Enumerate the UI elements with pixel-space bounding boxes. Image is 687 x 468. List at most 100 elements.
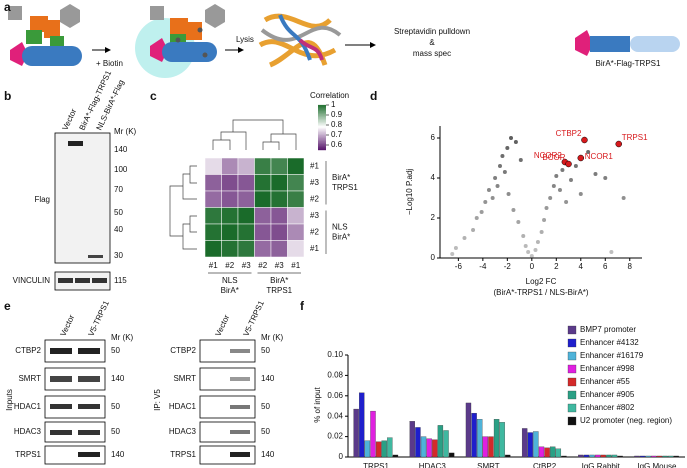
point: [568, 178, 573, 182]
point: [529, 254, 534, 258]
group-label: NLS: [332, 222, 348, 231]
heatmap-cell: [221, 157, 239, 175]
y-tick-label: 4: [431, 173, 436, 182]
heatmap-cell: [237, 157, 255, 175]
bar: [364, 440, 371, 458]
bar: [359, 392, 365, 458]
bar: [426, 438, 432, 458]
bar: [634, 455, 640, 458]
point-label: NCOR2: [534, 151, 563, 160]
point: [493, 176, 498, 180]
panel-letter: c: [150, 89, 157, 103]
marker-label: 115: [114, 276, 127, 285]
colorbar: [318, 122, 326, 125]
x-tick-label: 8: [628, 262, 633, 271]
group-label: BirA*: [332, 232, 350, 241]
heatmap-cell: [221, 190, 239, 208]
bar: [493, 419, 500, 458]
bar: [381, 440, 387, 458]
bar: [589, 454, 595, 458]
point: [453, 246, 458, 250]
legend-swatch: [567, 390, 577, 400]
colorbar: [318, 104, 326, 107]
bar: [370, 410, 376, 458]
colorbar-tick-label: 0.7: [331, 130, 343, 139]
legend-swatch: [567, 351, 577, 361]
colorbar: [318, 110, 326, 113]
point-label: BCOR: [542, 153, 565, 162]
bar: [606, 454, 612, 458]
bar: [668, 455, 674, 458]
heatmap-cell: [204, 157, 222, 175]
x-tick-label: -4: [479, 262, 487, 271]
heatmap-cell: [237, 223, 255, 241]
bar: [353, 408, 359, 458]
x-tick-label: IgG Mouse: [637, 462, 677, 468]
point: [560, 168, 565, 172]
label: &: [429, 38, 435, 47]
marker-label: 30: [114, 251, 123, 260]
label: Inputs: [5, 389, 14, 411]
row-label: #3: [310, 211, 319, 220]
bar: [488, 436, 494, 458]
point: [506, 192, 511, 196]
colorbar: [318, 124, 326, 127]
point-label: CTBP2: [556, 129, 582, 138]
point: [450, 252, 455, 256]
heatmap-cell: [287, 223, 305, 241]
marker-label: 50: [111, 402, 120, 411]
colorbar: [318, 131, 326, 134]
heatmap-cell: [254, 223, 272, 241]
marker-label: 100: [114, 165, 128, 174]
legend-label: U2 promoter (neg. region): [580, 416, 672, 425]
y-tick-label: 0.06: [327, 391, 343, 400]
point: [474, 216, 479, 220]
heatmap-cell: [221, 174, 239, 192]
point: [586, 150, 591, 154]
bar: [651, 455, 657, 458]
bar: [415, 427, 421, 458]
bar: [533, 431, 539, 458]
heatmap-cell: [270, 174, 288, 192]
panel-letter: d: [370, 89, 377, 103]
lane-label: V5-TRPS1: [87, 299, 112, 338]
point: [548, 196, 553, 200]
column-label: #3: [242, 261, 251, 270]
colorbar: [318, 106, 326, 109]
label: Mr (K): [111, 333, 134, 342]
y-tick-label: 0.02: [327, 432, 343, 441]
colorbar-tick-label: 0.8: [331, 120, 343, 129]
highlight-point: [577, 154, 585, 162]
label: Lysis: [236, 35, 254, 44]
colorbar: [318, 140, 326, 143]
heatmap-cell: [204, 190, 222, 208]
colorbar: [318, 145, 326, 148]
highlight-point: [581, 136, 588, 144]
y-tick-label: 0: [339, 452, 344, 461]
bar: [617, 455, 623, 458]
point: [479, 210, 484, 214]
legend-label: BMP7 promoter: [580, 325, 636, 334]
colorbar: [318, 133, 326, 136]
colorbar: [318, 146, 326, 149]
row-label: SMRT: [18, 374, 41, 383]
lane-label: Vector: [214, 313, 232, 338]
heatmap-cell: [287, 207, 305, 225]
bar: [392, 454, 399, 458]
x-tick-label: -2: [504, 262, 512, 271]
point: [621, 196, 626, 200]
x-tick-label: TRPS1: [363, 462, 389, 468]
point: [551, 184, 556, 188]
y-tick-label: 0: [431, 253, 436, 262]
row-label: #1: [310, 161, 319, 170]
row-label: CTBP2: [15, 346, 41, 355]
axis-title: Log2 FC: [526, 277, 557, 286]
heatmap-cell: [221, 223, 239, 241]
column-label: #2: [225, 261, 234, 270]
point: [554, 174, 559, 178]
bar: [521, 428, 528, 458]
heatmap-cell: [270, 240, 288, 258]
column-label: #2: [258, 261, 267, 270]
bar: [482, 436, 489, 458]
colorbar-title: Correlation: [310, 91, 349, 100]
